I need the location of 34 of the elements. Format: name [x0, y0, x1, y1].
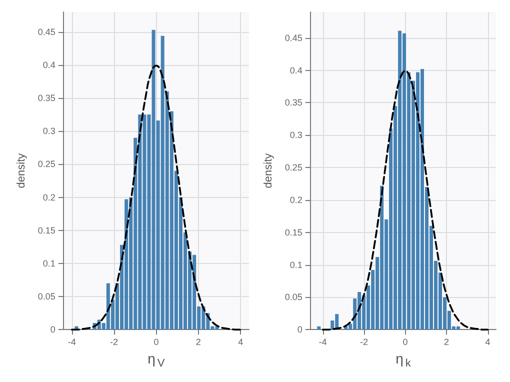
y-tick-label: 0.1 [290, 260, 302, 270]
x-tick-label: 0 [402, 337, 408, 348]
y-tick-label: 0.35 [38, 93, 56, 104]
line-series [70, 64, 242, 330]
y-tick-label: 0.25 [284, 162, 302, 173]
y-tick-label: 0.2 [42, 192, 56, 202]
line-series [322, 70, 489, 330]
y-tick-label: 0.1 [42, 258, 56, 268]
y-axis-title: density [16, 152, 28, 188]
y-tick-label: 0.2 [290, 194, 302, 205]
y-tick-label: 0.15 [284, 227, 302, 238]
x-tick-label: -4 [68, 337, 76, 348]
y-tick-label: 0.35 [284, 98, 302, 108]
x-tick-label: -4 [318, 337, 327, 348]
y-tick-label: 0.05 [38, 292, 56, 302]
y-tick-label: 0.05 [284, 292, 302, 302]
y-tick-label: 0.15 [38, 225, 56, 236]
y-tick-label: 0.3 [42, 126, 56, 136]
x-tick-label: 2 [196, 337, 201, 348]
x-tick-label: -2 [360, 337, 368, 348]
y-axis-title: density [262, 152, 274, 188]
y-tick-label: 0 [297, 324, 302, 335]
x-tick-label: 0 [154, 337, 159, 348]
y-tick-label: 0.4 [290, 65, 302, 76]
x-tick-label: 4 [238, 337, 244, 348]
y-tick-label: 0.4 [42, 60, 56, 70]
y-tick-label: 0.45 [38, 26, 56, 37]
y-tick-label: 0.3 [290, 130, 302, 140]
x-tick-label: 4 [485, 337, 490, 348]
y-tick-label: 0.45 [284, 32, 302, 43]
y-tick-label: 0.25 [38, 159, 56, 170]
y-tick-label: 0 [50, 324, 56, 335]
x-tick-label: 2 [444, 337, 450, 348]
x-tick-label: -2 [110, 337, 118, 348]
